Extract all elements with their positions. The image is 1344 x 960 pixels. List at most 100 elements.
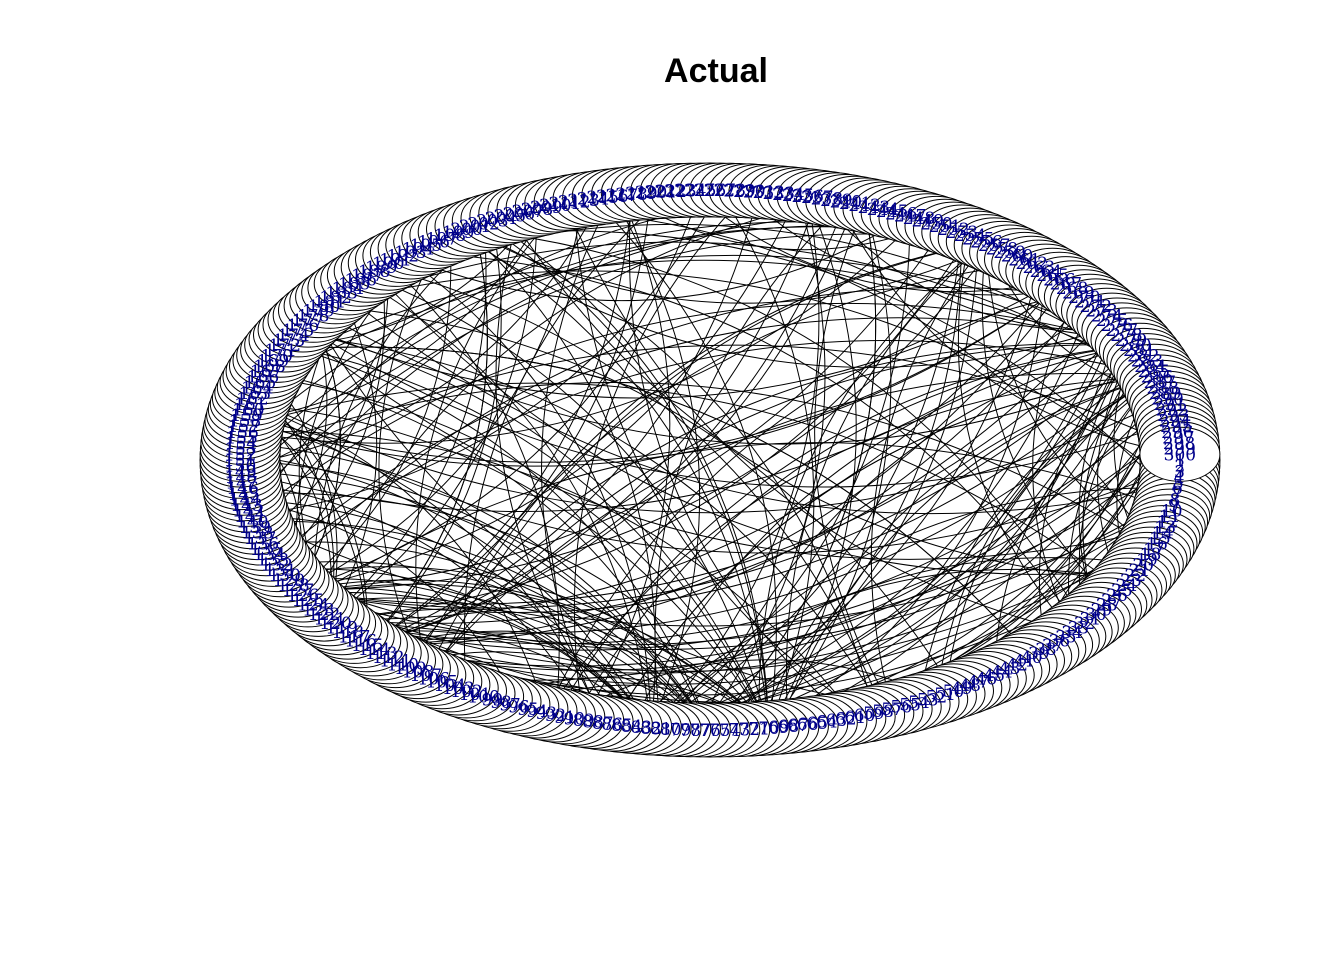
node-label: 281 [1123, 341, 1155, 361]
node-label: 171 [264, 341, 296, 361]
node-label: 30 [1085, 605, 1107, 625]
graph-edge [373, 270, 1140, 575]
node-label: 211 [549, 194, 581, 214]
node-label: 133 [257, 550, 289, 570]
node-label: 258 [986, 239, 1018, 259]
graph-edge [239, 459, 711, 731]
node-label: 121 [314, 610, 346, 630]
graph-edge [280, 568, 652, 729]
node-label: 88 [582, 713, 604, 733]
graph-edge [250, 403, 547, 714]
node-label: 142 [232, 502, 264, 522]
graph-edge [246, 283, 1067, 463]
graph-edge [259, 263, 389, 539]
graph-edge [246, 233, 987, 506]
node-label: 210 [539, 196, 571, 216]
node-label: 132 [260, 556, 292, 576]
node-label: 237 [801, 188, 833, 208]
node-label: 270 [1068, 288, 1100, 308]
node-label: 196 [417, 233, 449, 253]
node-label: 229 [723, 182, 755, 202]
node-label: 243 [858, 198, 890, 218]
node-label: 54 [908, 693, 930, 713]
graph-edge [918, 376, 1158, 702]
graph-edge [250, 403, 1181, 554]
node-label: 236 [791, 187, 823, 207]
graph-edge [778, 376, 1158, 728]
graph-edge [611, 195, 701, 729]
node-label: 214 [577, 190, 609, 210]
graph-edge [650, 231, 963, 729]
node-label: 182 [319, 288, 351, 308]
node-label: 161 [234, 395, 266, 415]
node-label: 274 [1091, 306, 1123, 326]
graph-edge [252, 520, 711, 731]
graph-edge [545, 376, 1158, 714]
graph-edge [329, 223, 487, 620]
node-label: 93 [535, 704, 557, 724]
page-title: Actual [664, 52, 768, 90]
node-label: 248 [903, 209, 935, 229]
node-label: 268 [1056, 279, 1088, 299]
graph-edge [250, 504, 1174, 627]
node-label: 40 [1021, 648, 1043, 668]
graph-edge [250, 515, 652, 729]
node-label: 213 [567, 191, 599, 211]
graph-edge [302, 592, 652, 729]
node-label: 70 [758, 719, 780, 739]
node-label: 135 [250, 540, 282, 560]
node-label: 279 [1115, 331, 1147, 351]
node-label: 74 [719, 721, 741, 741]
node-label: 160 [232, 400, 264, 420]
node-label: 187 [351, 266, 383, 286]
node-label: 206 [503, 204, 535, 224]
node-label: 97 [499, 695, 521, 715]
node-label: 261 [1008, 250, 1040, 270]
node-label: 241 [839, 194, 871, 214]
node-label: 115 [351, 636, 383, 656]
graph-edge [466, 228, 656, 728]
nodes-layer [199, 162, 1221, 758]
node-label: 101 [459, 685, 491, 705]
node-label: 52 [926, 688, 948, 708]
node-label: 67 [787, 716, 809, 736]
graph-edge [483, 222, 770, 728]
graph-edge [329, 314, 1108, 624]
node-label: 22 [1124, 566, 1146, 586]
graph-edge [239, 381, 1155, 550]
node-label: 71 [748, 720, 770, 740]
node-label: 7 [1171, 485, 1182, 505]
node-label: 158 [229, 412, 261, 432]
node-label: 275 [1096, 311, 1128, 331]
node-label: 28 [1096, 596, 1118, 616]
node-label: 280 [1119, 336, 1151, 356]
node-label: 289 [1149, 384, 1181, 404]
node-label: 141 [234, 507, 266, 527]
node-label: 45 [983, 666, 1005, 686]
node-label: 201 [459, 217, 491, 237]
node-label: 148 [225, 468, 257, 488]
node-label: 238 [811, 190, 843, 210]
node-label: 282 [1127, 346, 1159, 366]
graph-edge [324, 305, 954, 692]
node-label: 207 [512, 202, 544, 222]
node-label: 260 [1001, 247, 1033, 267]
node-label: 245 [876, 202, 908, 222]
node-label: 256 [970, 233, 1002, 253]
graph-edge [302, 583, 770, 729]
node-label: 126 [287, 586, 319, 606]
graph-edge [425, 392, 1166, 681]
graph-edge [689, 189, 1060, 293]
graph-node [1139, 426, 1221, 482]
node-label: 118 [332, 623, 364, 643]
graph-edge [1038, 344, 1136, 649]
node-label: 31 [1079, 610, 1101, 630]
node-label: 292 [1155, 400, 1187, 420]
node-label: 98 [490, 693, 512, 713]
node-label: 185 [338, 275, 370, 295]
node-label: 231 [743, 183, 775, 203]
node-label: 249 [911, 212, 943, 232]
node-label: 168 [253, 357, 285, 377]
graph-edge [993, 376, 1158, 676]
